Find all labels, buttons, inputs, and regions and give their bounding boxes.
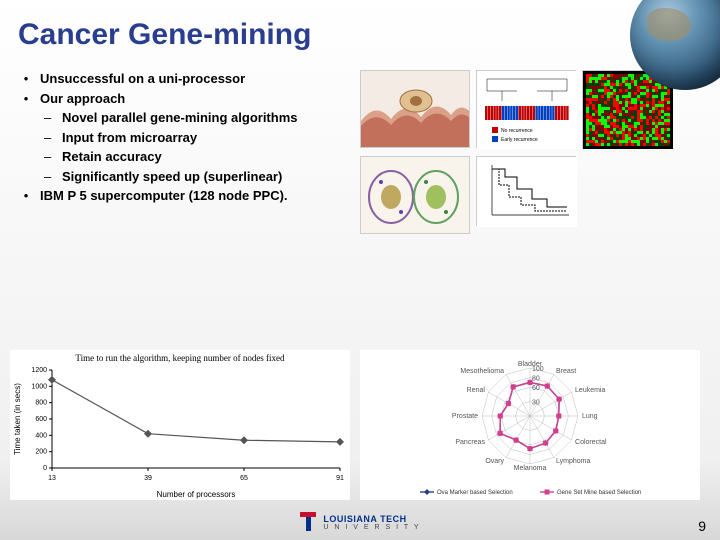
dendrogram-figure: No recurrence Early recurrence: [476, 70, 576, 148]
svg-text:Ova Marker based Selection: Ova Marker based Selection: [437, 490, 513, 496]
svg-text:39: 39: [144, 475, 152, 482]
svg-text:Prostate: Prostate: [452, 413, 478, 420]
accuracy-radar-chart: 306080100BladderBreastLeukemiaLungColore…: [360, 350, 700, 500]
bullet-level-2: –Novel parallel gene-mining algorithms: [40, 109, 352, 127]
bullet-level-2: –Retain accuracy: [40, 148, 352, 166]
svg-text:0: 0: [43, 465, 47, 472]
svg-text:Time taken (in secs): Time taken (in secs): [13, 383, 22, 455]
runtime-line-chart: Time to run the algorithm, keeping numbe…: [10, 350, 350, 500]
svg-text:Time to run the algorithm, kee: Time to run the algorithm, keeping numbe…: [75, 353, 285, 363]
cell-illustration-figure: [360, 156, 470, 234]
cell-microscopy-figure: [360, 70, 470, 148]
content-area: •Unsuccessful on a uni-processor •Our app…: [0, 52, 720, 234]
bullet-level-1: •Unsuccessful on a uni-processor: [12, 70, 352, 88]
svg-text:200: 200: [35, 449, 47, 456]
svg-text:80: 80: [532, 376, 540, 383]
svg-text:Melanoma: Melanoma: [514, 465, 547, 472]
svg-text:800: 800: [35, 400, 47, 407]
svg-text:Early recurrence: Early recurrence: [501, 137, 538, 143]
bottom-chart-row: Time to run the algorithm, keeping numbe…: [10, 350, 710, 500]
bullet-level-1: •Our approach: [12, 90, 352, 108]
svg-text:400: 400: [35, 432, 47, 439]
bullet-level-2: –Significantly speed up (superlinear): [40, 168, 352, 186]
slide-title: Cancer Gene-mining: [0, 0, 720, 52]
page-number: 9: [698, 518, 706, 534]
svg-text:Lymphoma: Lymphoma: [556, 458, 590, 465]
svg-text:Leukemia: Leukemia: [575, 387, 605, 394]
svg-text:Breast: Breast: [556, 368, 576, 375]
svg-text:60: 60: [532, 385, 540, 392]
svg-text:Number of processors: Number of processors: [157, 490, 236, 499]
svg-text:91: 91: [336, 475, 344, 482]
svg-text:1000: 1000: [31, 383, 47, 390]
svg-text:Bladder: Bladder: [518, 361, 543, 368]
footer: LOUISIANA TECH U N I V E R S I T Y: [0, 512, 720, 534]
survival-curve-figure: [476, 156, 576, 226]
bullet-level-1: •IBM P 5 supercomputer (128 node PPC).: [12, 187, 352, 205]
bullet-list: •Unsuccessful on a uni-processor •Our app…: [12, 70, 352, 234]
svg-text:No recurrence: No recurrence: [501, 128, 533, 134]
svg-text:Gene Set Mine based Selection: Gene Set Mine based Selection: [557, 490, 641, 496]
svg-text:1200: 1200: [31, 367, 47, 374]
svg-text:Renal: Renal: [467, 387, 486, 394]
university-logo-icon: [299, 512, 317, 534]
svg-text:Colorectal: Colorectal: [575, 439, 607, 446]
figure-cluster: No recurrence Early recurrence: [352, 70, 708, 234]
svg-text:Pancreas: Pancreas: [455, 439, 485, 446]
university-name: LOUISIANA TECH U N I V E R S I T Y: [323, 515, 420, 531]
svg-text:Mesothelioma: Mesothelioma: [460, 368, 504, 375]
svg-text:65: 65: [240, 475, 248, 482]
bullet-level-2: –Input from microarray: [40, 129, 352, 147]
svg-text:Ovary: Ovary: [485, 458, 504, 465]
svg-text:600: 600: [35, 416, 47, 423]
svg-text:Lung: Lung: [582, 413, 598, 420]
svg-text:13: 13: [48, 475, 56, 482]
